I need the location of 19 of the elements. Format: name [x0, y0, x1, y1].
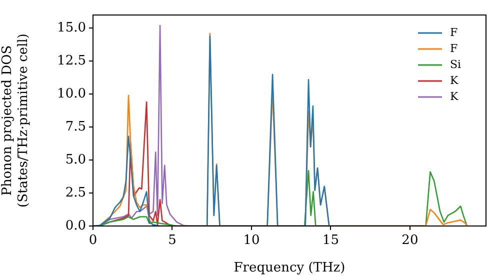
y-tick-label: 10.0	[57, 86, 86, 102]
legend-label: Si	[450, 58, 462, 71]
y-tick-label: 2.5	[65, 185, 86, 200]
y-tick-label: 5.0	[65, 152, 86, 168]
x-tick-label: 20	[402, 233, 418, 248]
y-tick-label: 0.0	[65, 218, 86, 234]
y-tick-label: 12.5	[57, 54, 86, 69]
legend-label: F	[450, 26, 458, 39]
y-axis-title: Phonon projected DOS (States/THz·primitive cell)	[0, 33, 31, 208]
x-tick-label: 0	[88, 233, 98, 248]
y-tick-label: 7.5	[65, 119, 86, 134]
x-tick-label: 10	[243, 233, 260, 248]
legend-label: K	[450, 90, 459, 103]
x-tick-label: 15	[322, 233, 339, 248]
x-axis-title: Frequency (THz)	[234, 260, 346, 276]
legend-label: F	[450, 42, 458, 55]
y-tick-label: 15.0	[57, 20, 86, 36]
x-tick-label: 5	[168, 233, 176, 248]
legend-label: K	[450, 74, 459, 87]
